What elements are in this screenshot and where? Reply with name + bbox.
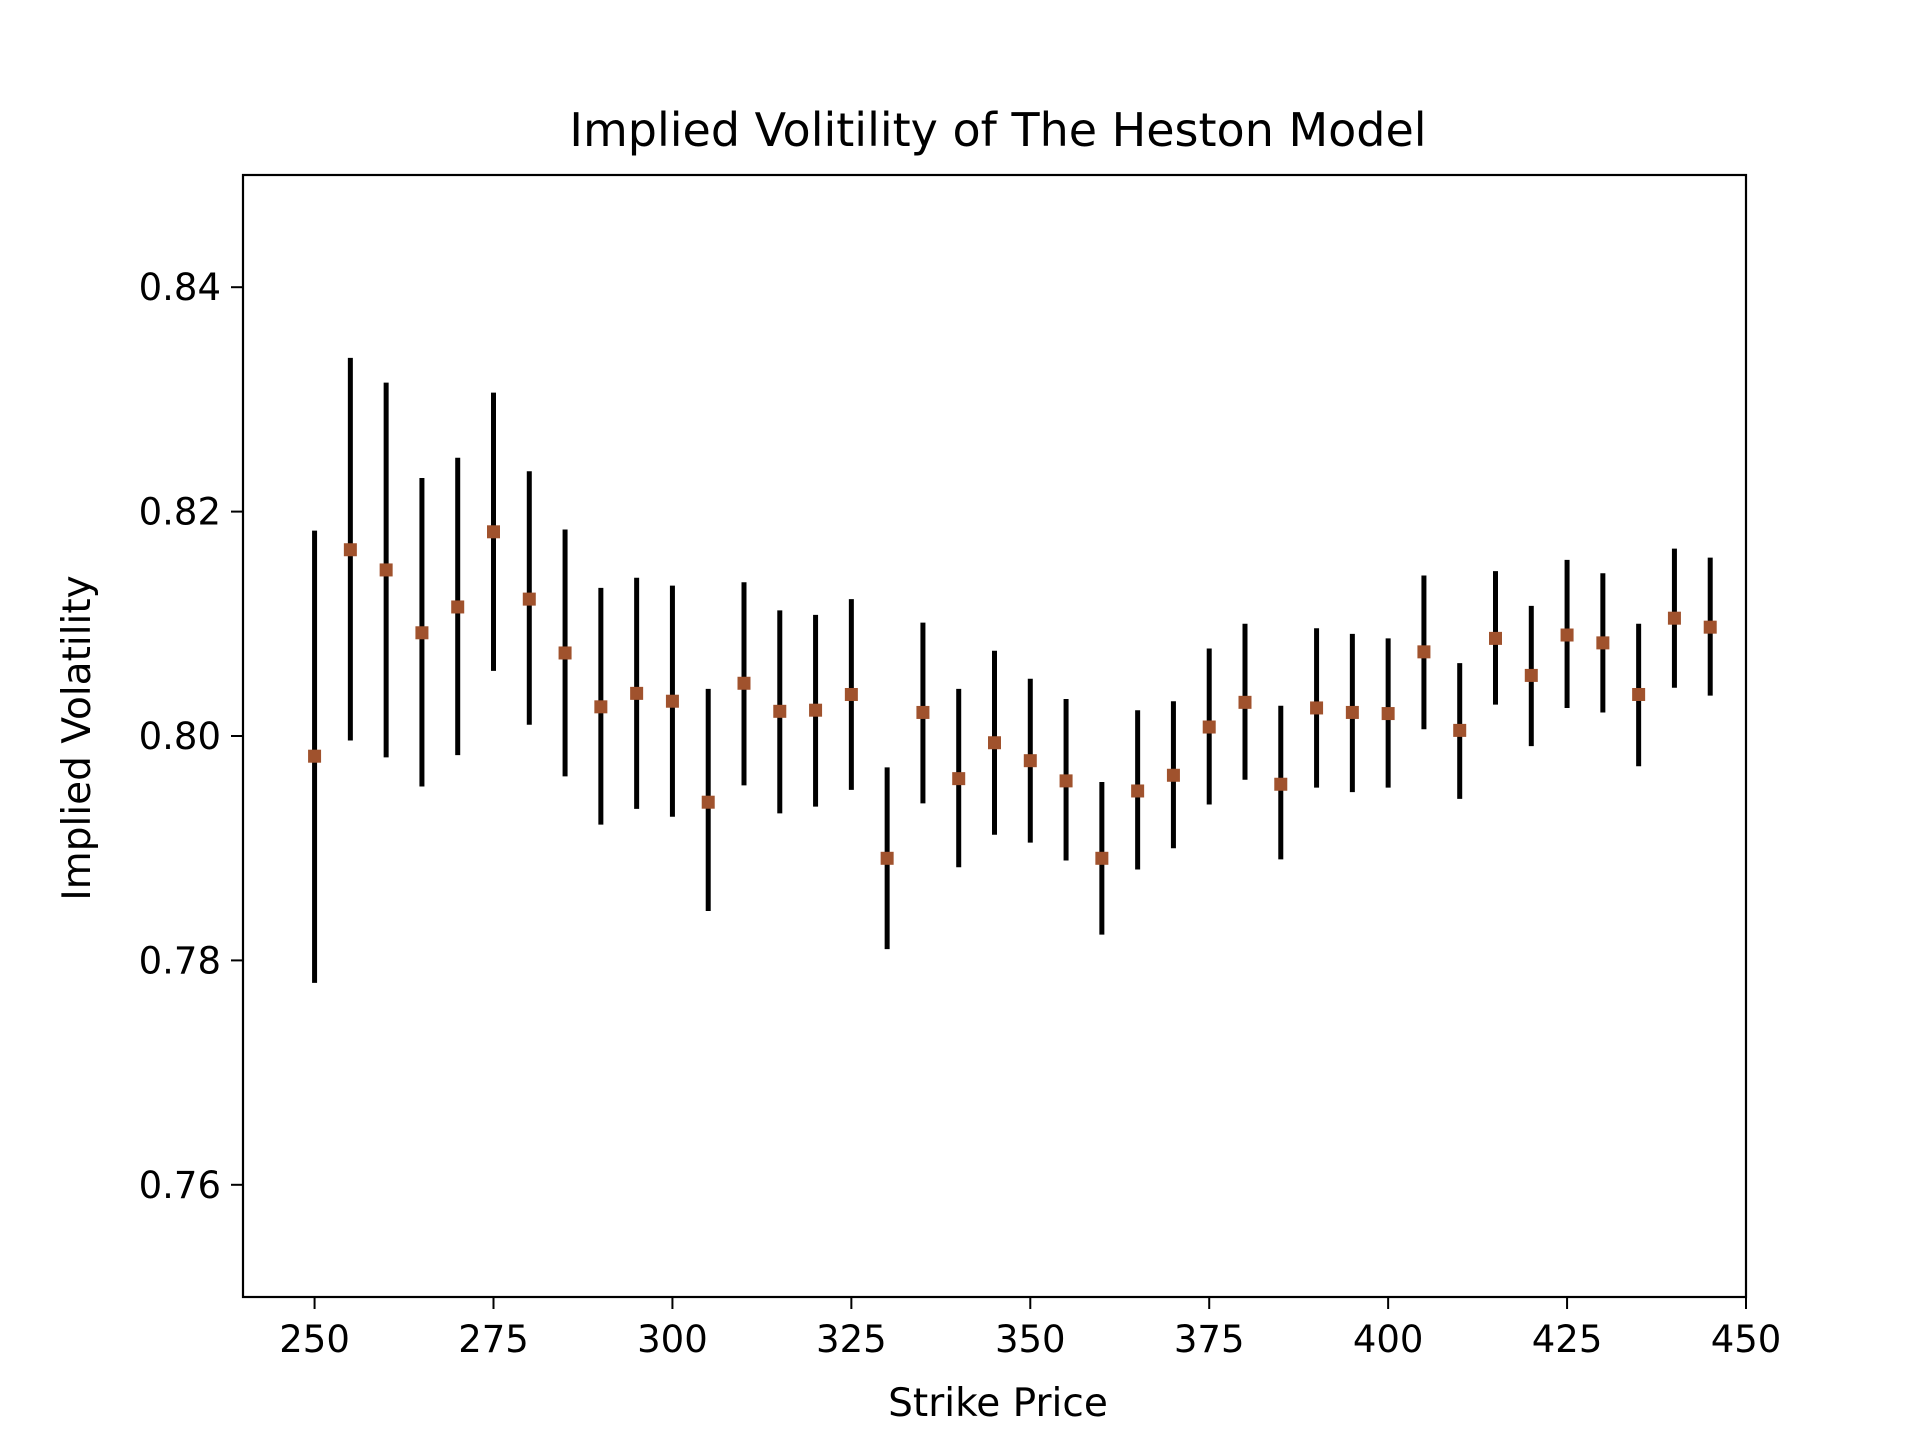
x-tick-label-7: 425 (1532, 1318, 1603, 1361)
data-point-19 (988, 736, 1001, 750)
data-point-32 (1453, 723, 1467, 737)
data-point-35 (1560, 628, 1574, 642)
chart-title: Implied Volitility of The Heston Model (569, 103, 1426, 157)
y-tick-label-1: 0.78 (139, 939, 221, 982)
data-point-10 (665, 694, 679, 708)
y-axis-label: Implied Volatility (55, 575, 100, 900)
data-point-30 (1381, 707, 1395, 721)
data-point-16 (880, 851, 894, 865)
data-point-22 (1095, 851, 1109, 865)
data-point-31 (1417, 645, 1431, 659)
data-point-23 (1131, 784, 1145, 798)
x-axis-label: Strike Price (888, 1381, 1108, 1426)
x-tick-label-6: 400 (1353, 1318, 1424, 1361)
data-point-3 (415, 626, 429, 640)
data-point-14 (809, 703, 823, 717)
data-point-2 (379, 563, 393, 577)
data-point-17 (916, 705, 930, 719)
data-point-18 (952, 772, 966, 786)
data-point-29 (1345, 705, 1359, 719)
data-point-1 (343, 543, 357, 557)
data-point-38 (1667, 611, 1681, 625)
x-tick-label-3: 325 (816, 1318, 887, 1361)
data-point-11 (701, 795, 715, 809)
data-point-13 (773, 704, 787, 718)
data-point-4 (451, 600, 465, 614)
data-point-24 (1166, 768, 1180, 782)
data-point-20 (1023, 754, 1037, 768)
x-tick-label-4: 350 (995, 1318, 1066, 1361)
x-tick-label-1: 275 (458, 1318, 529, 1361)
data-point-33 (1489, 631, 1502, 645)
data-point-25 (1202, 720, 1216, 734)
data-point-39 (1703, 620, 1717, 634)
data-point-27 (1274, 777, 1288, 791)
data-point-36 (1596, 636, 1610, 650)
data-point-28 (1310, 701, 1324, 715)
x-tick-label-8: 450 (1711, 1318, 1782, 1361)
data-point-7 (558, 646, 572, 660)
data-point-37 (1632, 687, 1646, 701)
data-point-8 (594, 700, 608, 714)
y-tick-label-0: 0.76 (139, 1164, 221, 1207)
data-point-15 (844, 687, 858, 701)
data-point-34 (1524, 668, 1538, 682)
data-point-6 (522, 592, 536, 606)
x-tick-label-5: 375 (1174, 1318, 1245, 1361)
data-point-5 (487, 525, 500, 539)
data-point-26 (1238, 695, 1252, 709)
data-point-12 (737, 676, 751, 690)
data-point-21 (1059, 774, 1073, 788)
y-tick-label-2: 0.80 (139, 715, 221, 758)
x-tick-label-2: 300 (637, 1318, 708, 1361)
data-point-9 (630, 686, 644, 700)
y-tick-label-3: 0.82 (139, 491, 221, 534)
y-tick-label-4: 0.84 (139, 266, 221, 309)
plot-area: 250 275 300 325 350 375 400 425 450 0.76 0.78 0.80 0… (139, 173, 1782, 1361)
x-tick-label-0: 250 (279, 1318, 350, 1361)
data-point-0 (308, 749, 322, 763)
